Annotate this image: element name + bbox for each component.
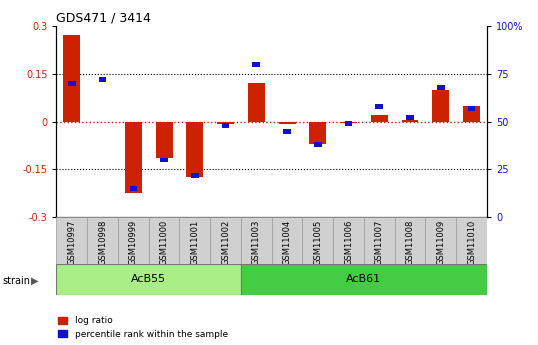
Bar [155,122,173,158]
Bar [148,217,180,264]
Bar [222,123,229,128]
Bar [302,217,333,264]
Text: GSM11010: GSM11010 [467,220,476,265]
Bar [333,217,364,264]
Text: GSM11000: GSM11000 [160,220,168,265]
Bar [406,115,414,120]
Bar [463,106,480,122]
Text: GSM10997: GSM10997 [67,220,76,265]
Bar [56,264,241,295]
Bar [241,264,487,295]
Bar [283,129,291,134]
Bar [426,217,456,264]
Text: GSM11007: GSM11007 [375,220,384,265]
Bar [56,217,87,264]
Bar [118,217,148,264]
Text: GDS471 / 3414: GDS471 / 3414 [56,12,151,25]
Text: AcB61: AcB61 [346,275,381,284]
Text: GSM11009: GSM11009 [436,220,445,265]
Bar [191,173,199,178]
Bar [252,62,260,67]
Bar [364,217,395,264]
Bar [456,217,487,264]
Bar [87,217,118,264]
Text: AcB55: AcB55 [131,275,166,284]
Text: GSM11002: GSM11002 [221,220,230,265]
Bar [160,158,168,162]
Bar [99,77,107,82]
Bar [63,36,80,122]
Bar [272,217,302,264]
Text: GSM10998: GSM10998 [98,220,107,265]
Text: GSM11006: GSM11006 [344,220,353,265]
Bar [309,122,326,144]
Bar [279,122,295,124]
Bar [437,85,444,90]
Text: GSM11001: GSM11001 [190,220,200,265]
Legend: log ratio, percentile rank within the sample: log ratio, percentile rank within the sa… [58,316,228,339]
Bar [345,121,352,126]
Bar [180,217,210,264]
Text: GSM11004: GSM11004 [282,220,292,265]
Bar [376,104,383,109]
Text: GSM11003: GSM11003 [252,220,261,265]
Text: strain: strain [3,276,31,286]
Bar [314,142,322,147]
Bar [468,106,476,111]
Bar [210,217,241,264]
Bar [217,122,234,124]
Bar [186,122,203,177]
Bar [248,83,265,122]
Bar [395,217,426,264]
Bar [68,81,76,86]
Text: GSM10999: GSM10999 [129,220,138,265]
Bar [241,217,272,264]
Bar [340,122,357,123]
Bar [401,120,419,122]
Bar [433,90,449,122]
Text: GSM11005: GSM11005 [313,220,322,265]
Bar [371,115,388,122]
Bar [125,122,142,194]
Text: GSM11008: GSM11008 [406,220,415,265]
Bar [130,186,137,191]
Text: ▶: ▶ [31,276,39,286]
